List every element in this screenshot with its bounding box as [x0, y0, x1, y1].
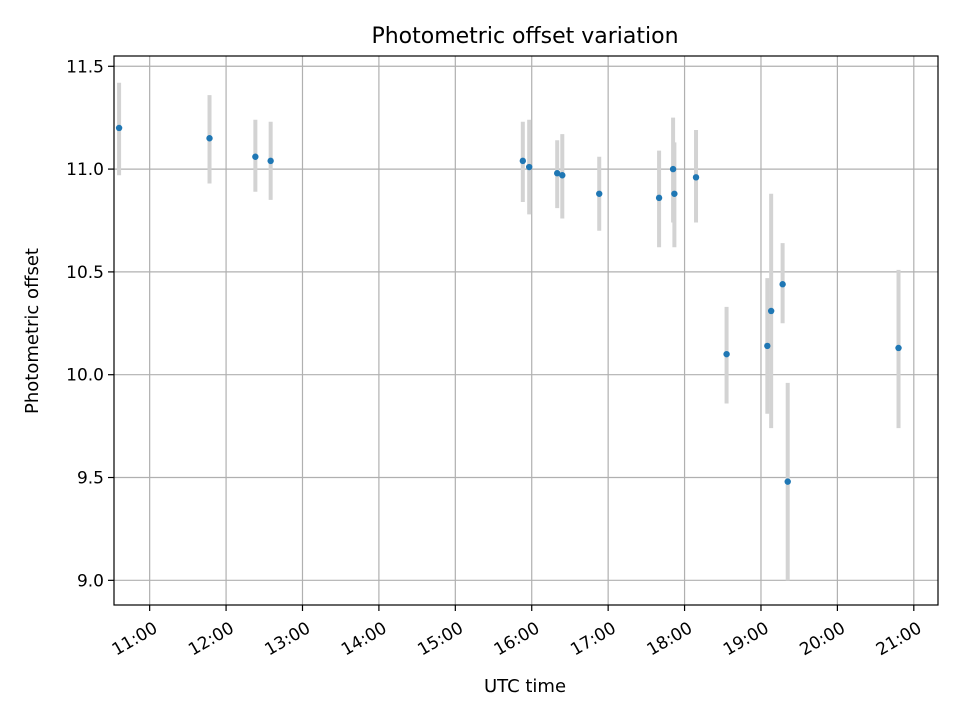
data-point [596, 190, 603, 197]
y-tick-label: 10.5 [66, 263, 104, 283]
data-point [206, 135, 213, 142]
plot-frame [113, 55, 939, 606]
y-tick-label: 9.0 [77, 571, 104, 591]
y-tick-label: 10.0 [66, 366, 104, 386]
data-point [764, 342, 771, 350]
data-point [669, 165, 677, 173]
data-point [655, 194, 663, 202]
y-axis-label: Photometric offset [22, 248, 43, 414]
data-point [767, 307, 775, 315]
data-point [252, 153, 259, 160]
grid-lines [114, 56, 938, 605]
data-point [692, 174, 700, 181]
data-point [779, 281, 786, 288]
chart-title: Photometric offset variation [371, 24, 678, 49]
x-axis-label: UTC time [484, 676, 566, 697]
data-point [525, 163, 533, 171]
y-tick-label: 11.5 [66, 57, 104, 77]
data-point [115, 124, 123, 132]
data-point [519, 157, 527, 165]
plot-area-background [114, 56, 938, 605]
y-tick-label: 11.0 [66, 160, 104, 180]
y-tick-label: 9.5 [77, 469, 104, 489]
data-point [895, 344, 902, 352]
data-point [671, 190, 678, 197]
data-points [115, 124, 902, 485]
data-point [267, 157, 274, 165]
data-point [554, 170, 561, 177]
data-point [559, 172, 566, 179]
data-point [784, 478, 791, 485]
data-point [723, 350, 730, 358]
